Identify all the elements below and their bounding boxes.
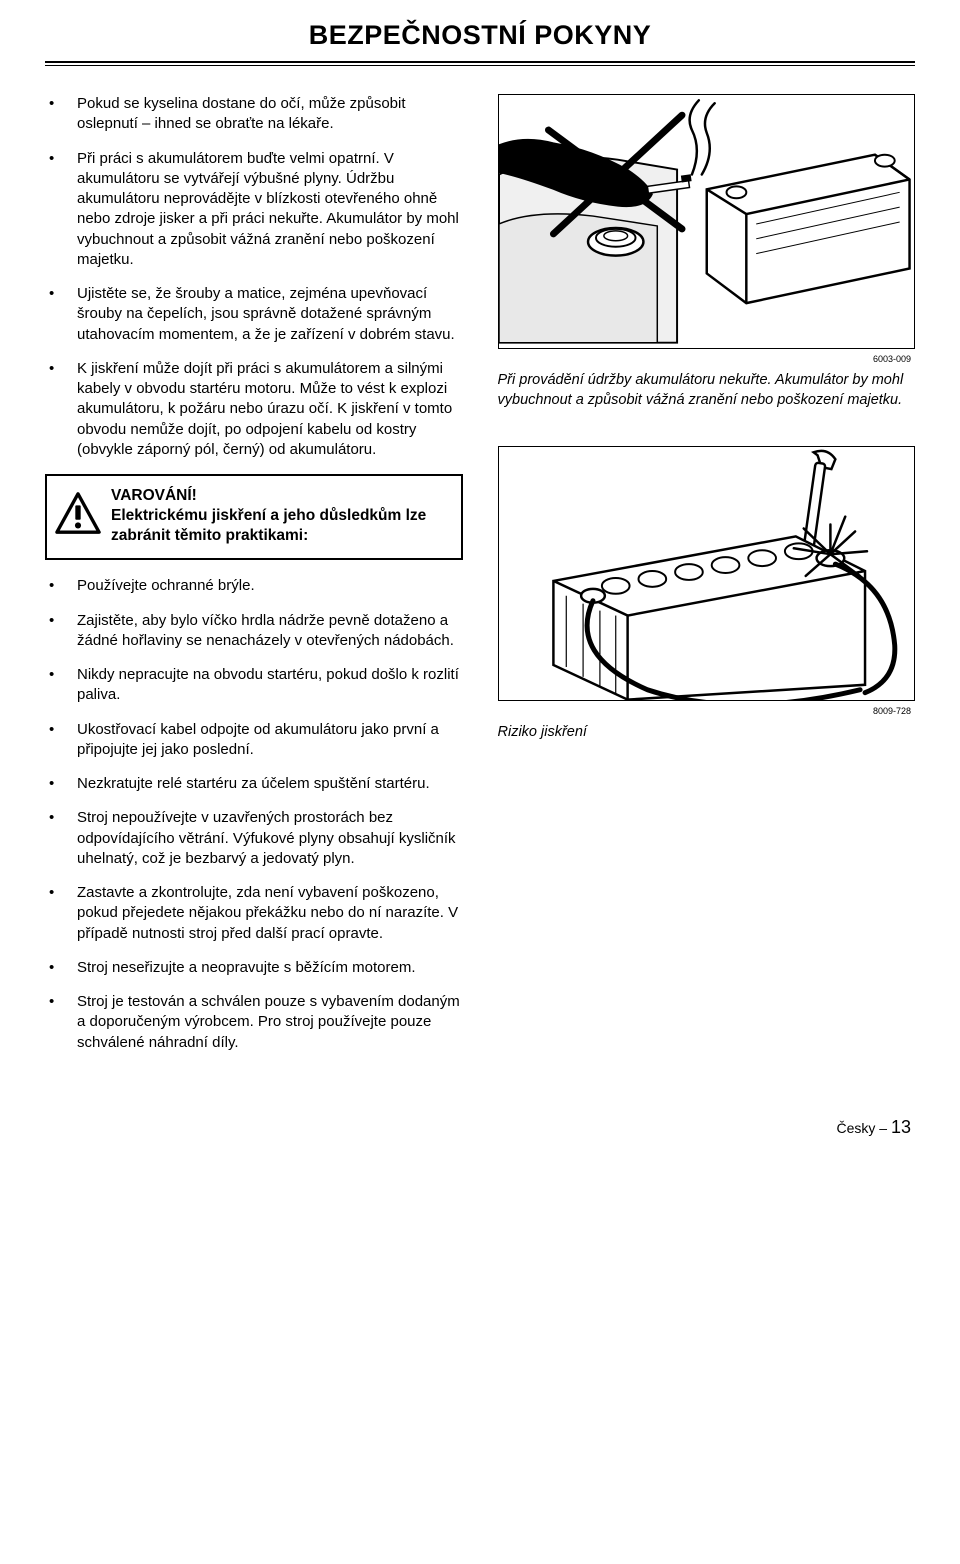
page-title: BEZPEČNOSTNÍ POKYNY xyxy=(45,20,915,63)
figure-2-caption: Riziko jiskření xyxy=(498,723,916,743)
list-text: Nezkratujte relé startéru za účelem spuš… xyxy=(77,774,430,794)
list-item: Ujistěte se, že šrouby a matice, zejména… xyxy=(45,284,463,345)
upper-bullet-list: Pokud se kyselina dostane do očí, může z… xyxy=(45,94,463,460)
figure-2-number: 8009-728 xyxy=(873,706,911,716)
title-underline xyxy=(45,65,915,66)
warning-icon xyxy=(55,490,101,536)
list-item: Stroj neseřizujte a neopravujte s běžící… xyxy=(45,958,463,978)
page-footer: Česky – 13 xyxy=(45,1117,915,1138)
lower-bullet-list: Používejte ochranné brýle. Zajistěte, ab… xyxy=(45,576,463,1053)
list-item: K jiskření může dojít při práci s akumul… xyxy=(45,359,463,460)
figure-1-block: 6003-009 Při provádění údržby akumulátor… xyxy=(498,94,916,410)
list-item: Ukostřovací kabel odpojte od akumulátoru… xyxy=(45,720,463,761)
figure-2-frame: 8009-728 xyxy=(498,446,916,701)
warning-body: Elektrickému jiskření a jeho důsledkům l… xyxy=(111,507,426,544)
figure-1-number: 6003-009 xyxy=(873,354,911,364)
left-column: Pokud se kyselina dostane do očí, může z… xyxy=(45,94,463,1067)
list-text: Nikdy nepracujte na obvodu startéru, pok… xyxy=(77,665,463,706)
warning-title: VAROVÁNÍ! xyxy=(111,487,197,504)
footer-sep: – xyxy=(875,1120,891,1136)
footer-page-number: 13 xyxy=(891,1117,911,1137)
warning-box: VAROVÁNÍ! Elektrickému jiskření a jeho d… xyxy=(45,474,463,560)
list-text: Zajistěte, aby bylo víčko hrdla nádrže p… xyxy=(77,611,463,652)
battery-no-smoke-illustration xyxy=(499,95,915,348)
list-item: Stroj je testován a schválen pouze s vyb… xyxy=(45,992,463,1053)
list-text: Pokud se kyselina dostane do očí, může z… xyxy=(77,94,463,135)
list-item: Stroj nepoužívejte v uzavřených prostorá… xyxy=(45,808,463,869)
list-text: Stroj nepoužívejte v uzavřených prostorá… xyxy=(77,808,463,869)
warning-text: VAROVÁNÍ! Elektrickému jiskření a jeho d… xyxy=(111,486,449,546)
list-item: Zastavte a zkontrolujte, zda není vybave… xyxy=(45,883,463,944)
list-text: Používejte ochranné brýle. xyxy=(77,576,255,596)
list-text: Stroj neseřizujte a neopravujte s běžící… xyxy=(77,958,415,978)
list-item: Nikdy nepracujte na obvodu startéru, pok… xyxy=(45,665,463,706)
list-item: Pokud se kyselina dostane do očí, může z… xyxy=(45,94,463,135)
figure-2-block: 8009-728 Riziko jiskření xyxy=(498,446,916,743)
figure-1-caption: Při provádění údržby akumulátoru nekuřte… xyxy=(498,371,916,410)
list-text: Zastavte a zkontrolujte, zda není vybave… xyxy=(77,883,463,944)
list-item: Zajistěte, aby bylo víčko hrdla nádrže p… xyxy=(45,611,463,652)
content-columns: Pokud se kyselina dostane do očí, může z… xyxy=(45,94,915,1067)
figure-1-frame: 6003-009 xyxy=(498,94,916,349)
battery-spark-illustration xyxy=(499,447,915,700)
list-item: Při práci s akumulátorem buďte velmi opa… xyxy=(45,149,463,271)
list-text: Stroj je testován a schválen pouze s vyb… xyxy=(77,992,463,1053)
list-item: Nezkratujte relé startéru za účelem spuš… xyxy=(45,774,463,794)
list-text: Při práci s akumulátorem buďte velmi opa… xyxy=(77,149,463,271)
list-item: Používejte ochranné brýle. xyxy=(45,576,463,596)
list-text: Ukostřovací kabel odpojte od akumulátoru… xyxy=(77,720,463,761)
right-column: 6003-009 Při provádění údržby akumulátor… xyxy=(498,94,916,1067)
list-text: K jiskření může dojít při práci s akumul… xyxy=(77,359,463,460)
footer-language: Česky xyxy=(836,1120,875,1136)
list-text: Ujistěte se, že šrouby a matice, zejména… xyxy=(77,284,463,345)
